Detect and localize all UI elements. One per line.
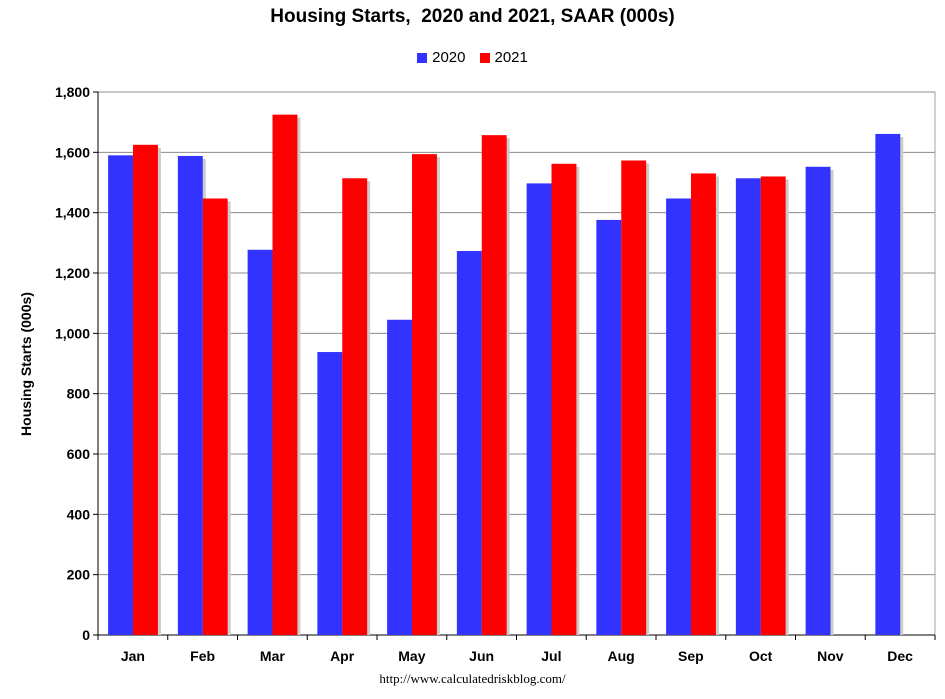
x-tick-label: Dec [887, 648, 913, 664]
bar-2021-may [412, 154, 437, 636]
bar-2020-dec [875, 133, 901, 635]
legend-label-2020: 2020 [432, 49, 466, 66]
x-tick-label: Oct [749, 648, 773, 664]
bar-2020-feb [177, 155, 203, 635]
bar-2020-jul [526, 183, 552, 635]
y-tick-label: 1,400 [55, 205, 90, 221]
y-tick-label: 1,000 [55, 325, 90, 341]
x-tick-label: Feb [190, 648, 215, 664]
x-tick-label: Jun [469, 648, 494, 664]
y-tick-label: 1,800 [55, 84, 90, 100]
plot-area [97, 91, 936, 636]
y-tick-label: 0 [82, 627, 90, 643]
legend: 2020 2021 [0, 49, 945, 66]
bar-2020-nov [805, 166, 831, 635]
x-tick-label: Mar [260, 648, 285, 664]
bar-2020-jan [108, 155, 134, 635]
legend-item-2021: 2021 [479, 49, 528, 66]
bar-2021-apr [342, 178, 368, 635]
x-tick-label: Aug [608, 648, 635, 664]
bar-2021-oct [760, 176, 786, 635]
x-tick-label: Jul [541, 648, 561, 664]
bar-2021-jul [551, 163, 577, 635]
bar-2021-feb [202, 198, 228, 635]
bar-2020-mar [247, 249, 273, 635]
bar-2021-sep [691, 173, 716, 635]
chart-title: Housing Starts, 2020 and 2021, SAAR (000… [270, 6, 675, 27]
bar-2020-jun [456, 250, 482, 635]
bar-2021-aug [621, 160, 647, 635]
x-tick-label: Jan [121, 648, 145, 664]
y-tick-label: 1,600 [55, 144, 90, 160]
legend-swatch-2020 [417, 52, 428, 63]
y-tick-label: 600 [67, 446, 91, 462]
bar-2021-jun [481, 135, 507, 635]
x-tick-label: Apr [330, 648, 355, 664]
bar-2021-mar [272, 114, 298, 635]
x-tick-label: May [398, 648, 425, 664]
bar-2020-sep [666, 198, 692, 635]
y-tick-label: 200 [67, 567, 91, 583]
y-tick-label: 800 [67, 386, 91, 402]
y-tick-label: 400 [67, 506, 91, 522]
bar-2020-aug [596, 219, 622, 635]
x-tick-label: Nov [817, 648, 844, 664]
bar-2021-jan [133, 144, 158, 635]
bar-2020-may [387, 319, 413, 635]
bar-2020-apr [317, 352, 343, 635]
source-footer: http://www.calculatedriskblog.com/ [379, 671, 566, 686]
bar-2020-oct [735, 178, 761, 635]
legend-item-2020: 2020 [417, 49, 466, 66]
x-tick-label: Sep [678, 648, 704, 664]
legend-swatch-2021 [479, 52, 490, 63]
y-tick-label: 1,200 [55, 265, 90, 281]
legend-label-2021: 2021 [494, 49, 528, 66]
